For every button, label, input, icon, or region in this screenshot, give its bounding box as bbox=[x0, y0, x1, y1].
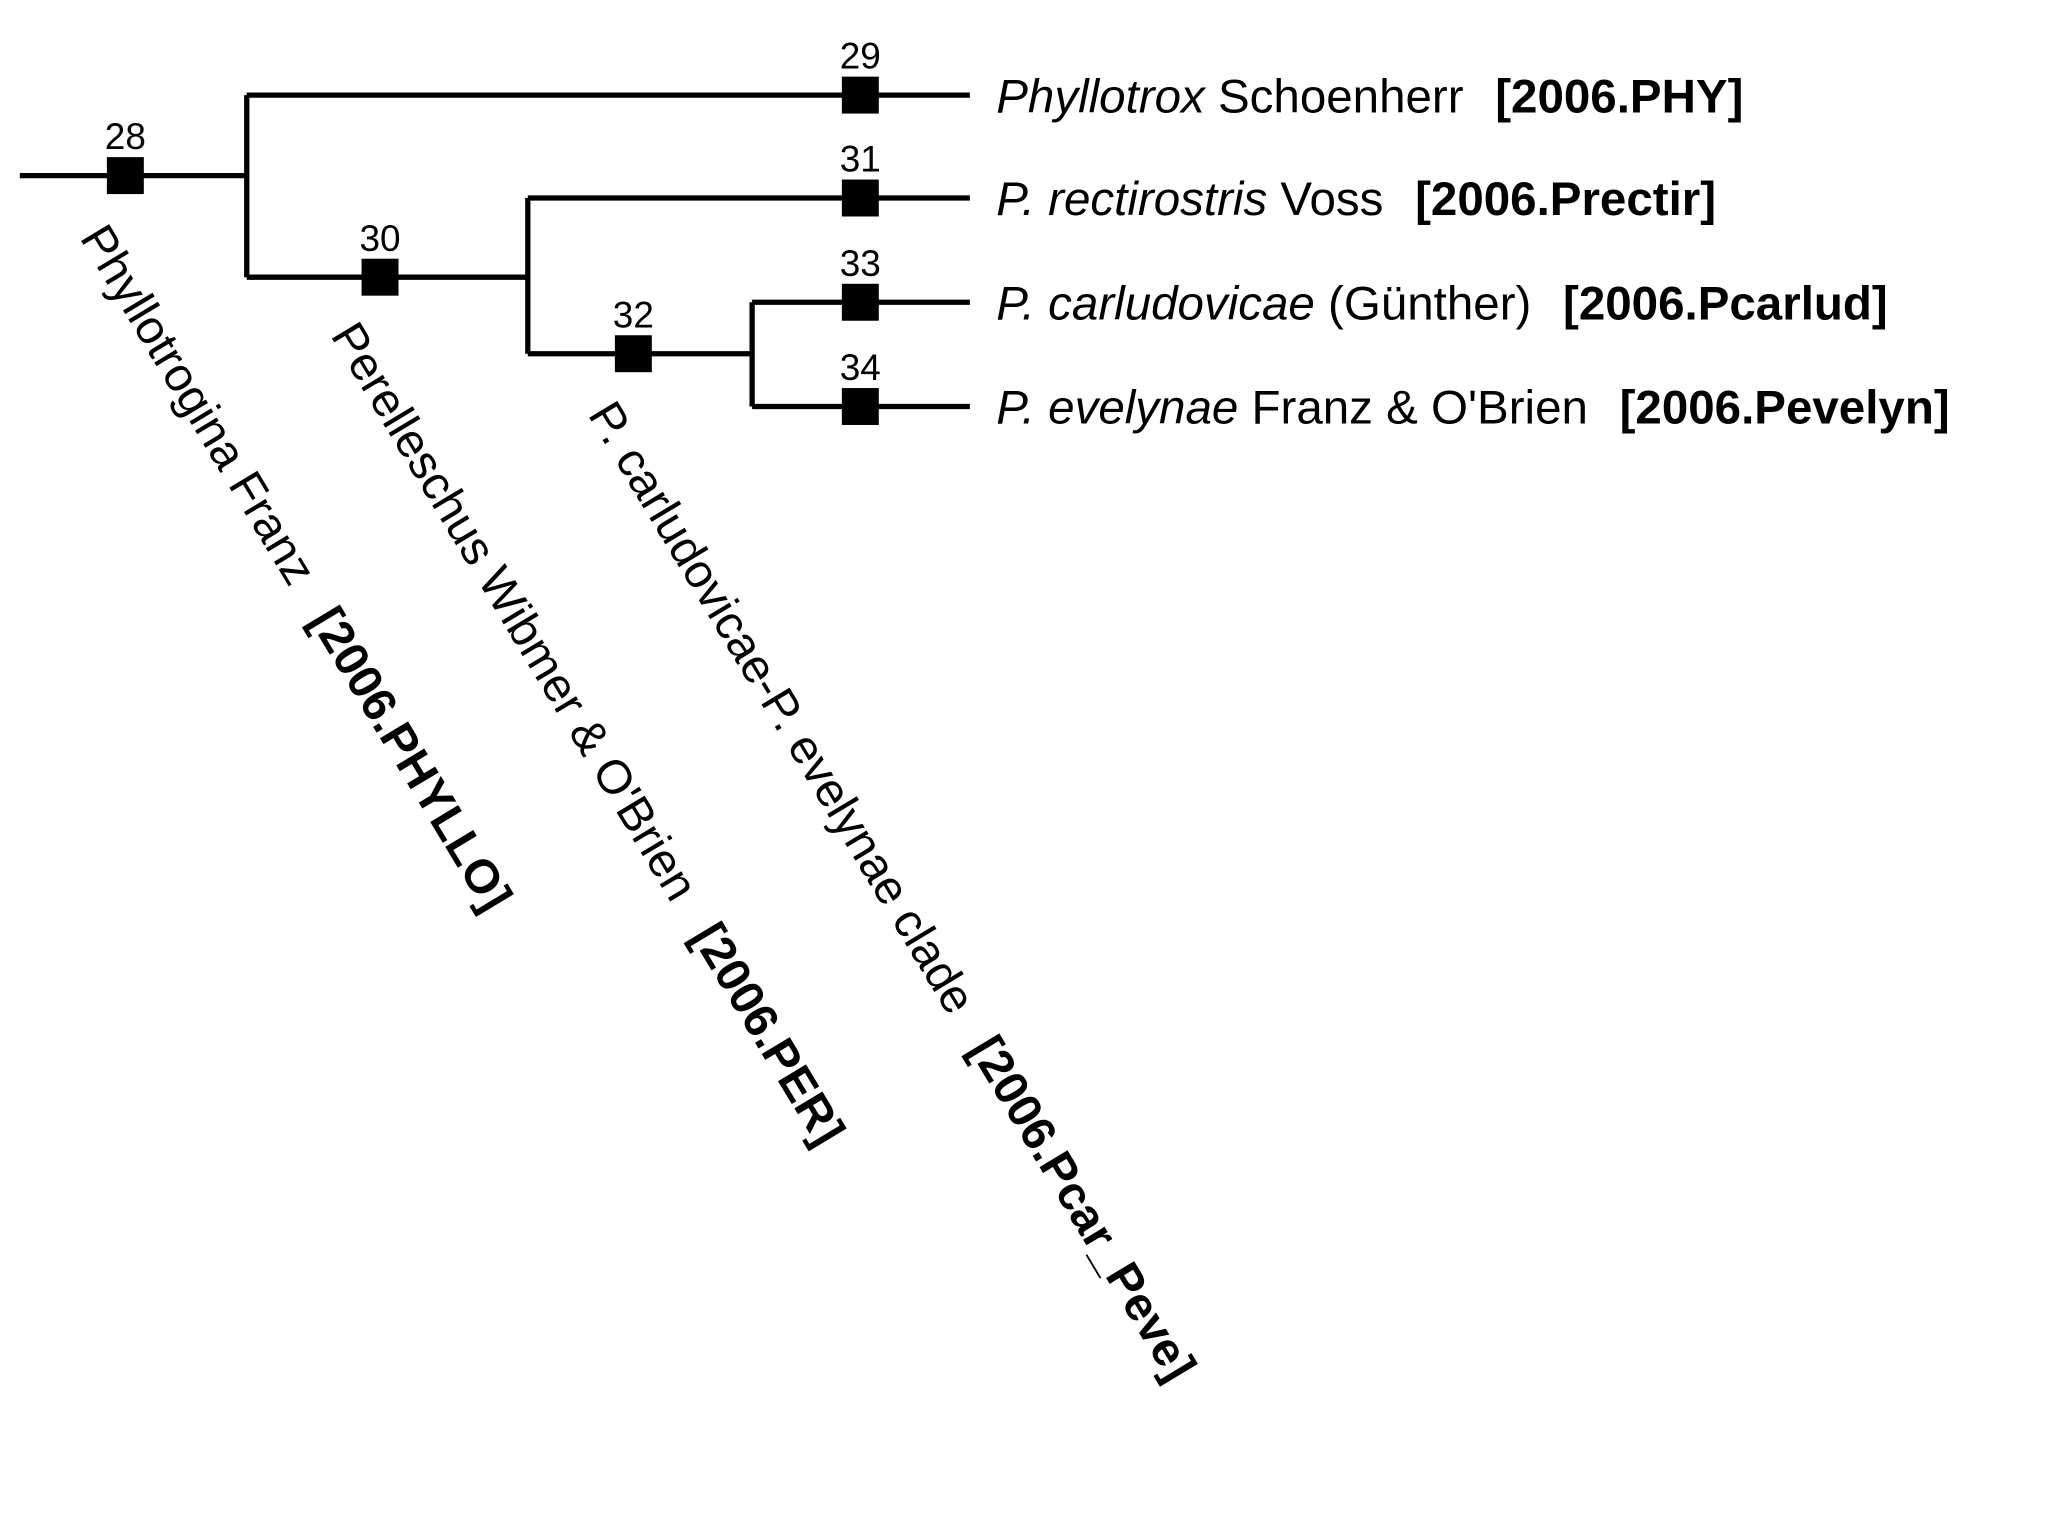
terminal-label: P. carludovicae (Günther) [2006.Pcarlud] bbox=[996, 277, 1888, 330]
node-box bbox=[361, 258, 399, 296]
code: [2006.Pevelyn] bbox=[1620, 382, 1950, 435]
node-box bbox=[614, 335, 652, 373]
code: [2006.PHY] bbox=[1495, 70, 1743, 123]
genus: Phyllotrox bbox=[996, 70, 1207, 123]
genus: P. rectirostris bbox=[996, 173, 1267, 226]
clade-label: Phyllotrogina Franz[2006.PHYLLO] bbox=[70, 216, 522, 920]
node-number: 29 bbox=[840, 36, 881, 77]
genus: P. carludovicae bbox=[996, 277, 1315, 330]
node-number: 34 bbox=[840, 347, 881, 388]
node-number: 28 bbox=[105, 116, 146, 157]
node-box bbox=[841, 388, 879, 425]
author: Voss bbox=[1280, 173, 1383, 226]
terminal-label: Phyllotrox Schoenherr [2006.PHY] bbox=[996, 70, 1743, 123]
node-number: 30 bbox=[359, 218, 400, 259]
code: [2006.PER] bbox=[681, 914, 854, 1154]
author: Franz & O'Brien bbox=[1252, 382, 1588, 435]
node-group: 28 29 30 31 32 33 34 bbox=[105, 36, 881, 425]
clade-name: Perelleschus Wibmer & O'Brien bbox=[320, 314, 707, 910]
author: (Günther) bbox=[1328, 277, 1531, 330]
node-box bbox=[106, 157, 144, 195]
node-box bbox=[841, 283, 879, 321]
node-box bbox=[841, 179, 879, 217]
node-number: 33 bbox=[840, 243, 881, 284]
clade-name: P. carludovicae-P. evelynae clade bbox=[578, 393, 986, 1023]
node-number: 32 bbox=[613, 294, 654, 335]
code: [2006.Pcarlud] bbox=[1563, 277, 1888, 330]
node-number: 31 bbox=[840, 139, 881, 180]
genus: P. evelynae bbox=[996, 382, 1238, 435]
code: [2006.Prectir] bbox=[1415, 173, 1716, 226]
author: Schoenherr bbox=[1218, 70, 1464, 123]
terminal-label: P. evelynae Franz & O'Brien [2006.Pevelyn] bbox=[996, 382, 1949, 435]
node-box bbox=[841, 76, 879, 114]
terminal-label: P. rectirostris Voss [2006.Prectir] bbox=[996, 173, 1716, 226]
code: [2006.Pcar_Peve] bbox=[959, 1027, 1206, 1389]
clade-name: Phyllotrogina Franz bbox=[70, 216, 326, 594]
code: [2006.PHYLLO] bbox=[300, 598, 522, 919]
